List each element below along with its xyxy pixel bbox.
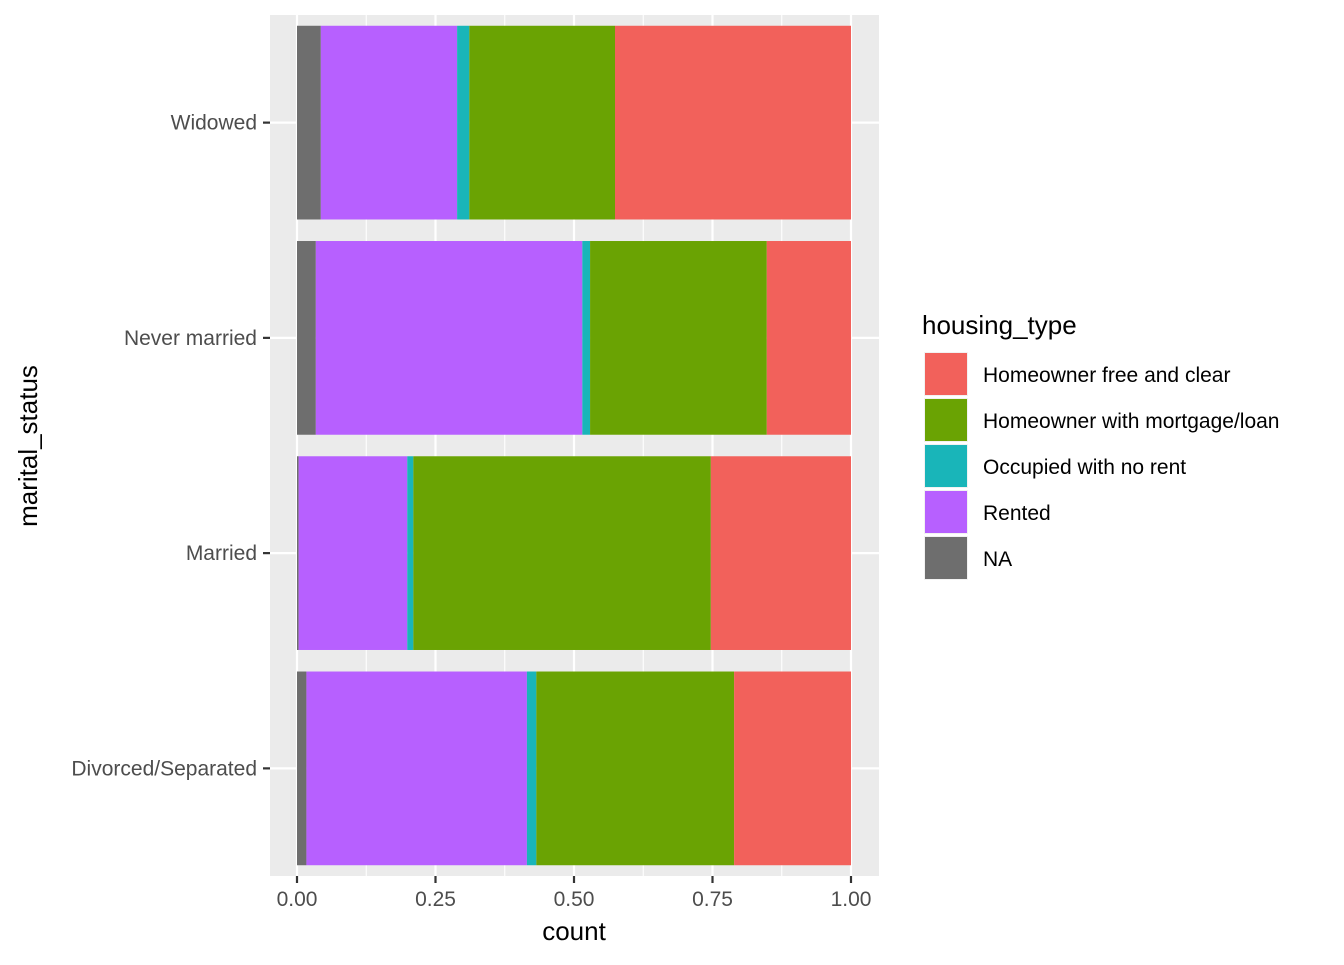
y-tick-label: Never married (124, 327, 257, 350)
bar-segment (526, 671, 537, 866)
legend-label: Homeowner with mortgage/loan (983, 410, 1279, 433)
bar-segment (590, 241, 767, 435)
y-axis-title: marital_status (13, 365, 43, 527)
bar-segment (297, 671, 307, 866)
bar-segment (297, 456, 299, 650)
legend-label: NA (983, 548, 1012, 571)
legend: housing_type Homeowner free and clear Hom… (922, 310, 1279, 580)
bar-segment (298, 456, 408, 650)
bar-segment (710, 456, 851, 650)
y-tick-label: Married (186, 542, 257, 565)
y-tick-label: Widowed (171, 112, 257, 135)
bar-segment (614, 25, 851, 220)
bar-segment (536, 671, 735, 866)
bar-segment (306, 671, 527, 866)
legend-key (925, 491, 967, 533)
legend-key (925, 399, 967, 441)
legend-label: Occupied with no rent (983, 456, 1186, 479)
x-tick-label: 0.75 (692, 888, 733, 911)
legend-key (925, 537, 967, 579)
bar-segment (407, 456, 414, 650)
legend-label: Rented (983, 502, 1051, 525)
x-axis-title: count (542, 916, 606, 946)
y-tick-label: Divorced/Separated (71, 757, 257, 780)
bar-segment (766, 241, 851, 435)
bar-segment (734, 671, 851, 866)
bar-segment (297, 241, 316, 435)
bar-segment (320, 25, 458, 220)
x-tick-label: 0.50 (554, 888, 595, 911)
legend-key (925, 445, 967, 487)
legend-title: housing_type (922, 310, 1077, 340)
x-tick-label: 0.25 (415, 888, 456, 911)
legend-key (925, 353, 967, 395)
bar-segment (582, 241, 591, 435)
bars (297, 25, 851, 866)
bar-segment (315, 241, 583, 435)
bar-segment (469, 25, 615, 220)
y-axis: Divorced/Separated Married Never married Wi… (71, 112, 270, 780)
legend-label: Homeowner free and clear (983, 364, 1230, 387)
bar-segment (457, 25, 470, 220)
x-tick-label: 0.00 (277, 888, 318, 911)
x-tick-label: 1.00 (831, 888, 872, 911)
bar-segment (297, 25, 321, 220)
x-axis: 0.00 0.25 0.50 0.75 1.00 (277, 876, 872, 911)
bar-segment (413, 456, 711, 650)
